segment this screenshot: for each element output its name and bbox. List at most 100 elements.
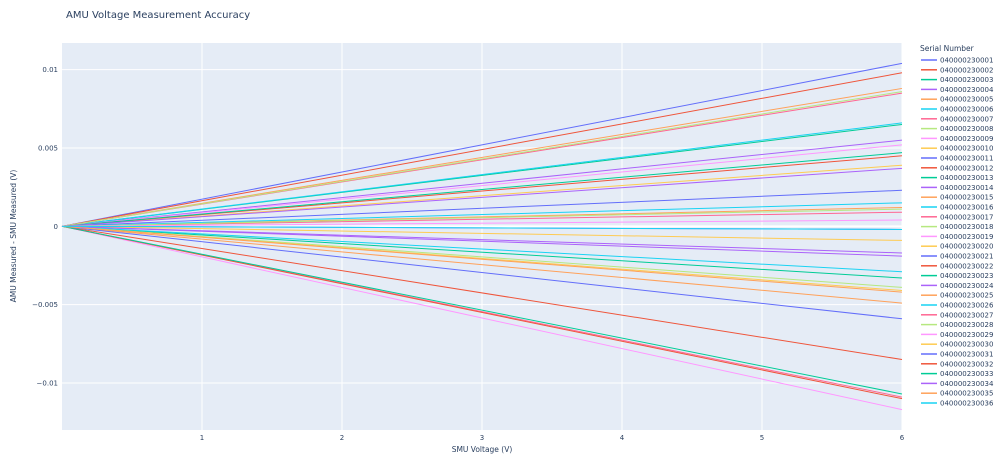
x-tick-label: 2 bbox=[340, 434, 344, 442]
x-axis-title: SMU Voltage (V) bbox=[452, 445, 513, 454]
legend-item[interactable]: 040000230007 bbox=[921, 115, 993, 123]
legend-item[interactable]: 040000230016 bbox=[921, 204, 994, 212]
legend-item[interactable]: 040000230026 bbox=[921, 302, 994, 310]
series-line bbox=[61, 225, 903, 241]
x-axis-ticks: 1 2 3 4 5 6 bbox=[200, 434, 905, 442]
legend-label: 040000230025 bbox=[940, 292, 993, 300]
legend-item[interactable]: 040000230025 bbox=[921, 292, 993, 300]
series-line bbox=[61, 225, 903, 360]
legend-item[interactable]: 040000230005 bbox=[921, 96, 993, 104]
legend-item[interactable]: 040000230020 bbox=[921, 243, 993, 251]
legend-label: 040000230006 bbox=[940, 106, 994, 114]
legend-item[interactable]: 040000230001 bbox=[921, 57, 993, 65]
chart-title: AMU Voltage Measurement Accuracy bbox=[66, 10, 250, 21]
series-line bbox=[61, 225, 903, 254]
legend-item[interactable]: 040000230034 bbox=[921, 380, 994, 388]
series-line bbox=[61, 225, 903, 304]
legend-item[interactable]: 040000230002 bbox=[921, 66, 993, 74]
legend-label: 040000230013 bbox=[940, 174, 993, 182]
legend-label: 040000230003 bbox=[940, 76, 993, 84]
y-tick-label: −0.005 bbox=[32, 301, 58, 309]
series-line bbox=[61, 225, 903, 288]
legend-item[interactable]: 040000230014 bbox=[921, 184, 994, 192]
legend-label: 040000230026 bbox=[940, 302, 994, 310]
series-line bbox=[61, 122, 903, 227]
legend-item[interactable]: 040000230015 bbox=[921, 194, 993, 202]
legend-label: 040000230021 bbox=[940, 253, 993, 261]
legend-item[interactable]: 040000230028 bbox=[921, 321, 993, 329]
legend-item[interactable]: 040000230010 bbox=[921, 145, 993, 153]
legend-item[interactable]: 040000230008 bbox=[921, 125, 993, 133]
legend-item[interactable]: 040000230022 bbox=[921, 262, 993, 270]
y-axis-title: AMU Measured - SMU Measured (V) bbox=[9, 170, 18, 303]
legend-label: 040000230004 bbox=[940, 86, 994, 94]
legend-label: 040000230036 bbox=[940, 400, 994, 408]
series-line bbox=[61, 211, 903, 227]
legend-item[interactable]: 040000230012 bbox=[921, 164, 993, 172]
series-line bbox=[61, 72, 903, 227]
legend-label: 040000230016 bbox=[940, 204, 994, 212]
series-line bbox=[61, 225, 903, 411]
legend-item[interactable]: 040000230032 bbox=[921, 360, 993, 368]
series-line bbox=[61, 208, 903, 227]
legend-item[interactable]: 040000230027 bbox=[921, 311, 993, 319]
legend-label: 040000230008 bbox=[940, 125, 993, 133]
legend-item[interactable]: 040000230004 bbox=[921, 86, 994, 94]
series-line bbox=[61, 144, 903, 227]
legend-label: 040000230009 bbox=[940, 135, 993, 143]
legend-item[interactable]: 040000230035 bbox=[921, 390, 993, 398]
legend-label: 040000230012 bbox=[940, 164, 993, 172]
legend-label: 040000230010 bbox=[940, 145, 993, 153]
legend-item[interactable]: 040000230009 bbox=[921, 135, 993, 143]
legend-label: 040000230023 bbox=[940, 272, 993, 280]
legend-item[interactable]: 040000230011 bbox=[921, 155, 993, 163]
legend-label: 040000230017 bbox=[940, 213, 993, 221]
x-tick-label: 1 bbox=[200, 434, 204, 442]
legend-label: 040000230027 bbox=[940, 311, 993, 319]
legend-label: 040000230032 bbox=[940, 360, 993, 368]
series-lines bbox=[61, 62, 903, 411]
legend-item[interactable]: 040000230019 bbox=[921, 233, 993, 241]
legend-item[interactable]: 040000230018 bbox=[921, 223, 993, 231]
legend-item[interactable]: 040000230029 bbox=[921, 331, 993, 339]
legend-item[interactable]: 040000230024 bbox=[921, 282, 994, 290]
series-line bbox=[61, 139, 903, 227]
legend-item[interactable]: 040000230036 bbox=[921, 400, 994, 408]
legend-label: 040000230020 bbox=[940, 243, 993, 251]
legend-item[interactable]: 040000230033 bbox=[921, 370, 993, 378]
series-line bbox=[61, 225, 903, 293]
series-line bbox=[61, 225, 903, 257]
legend-item[interactable]: 040000230023 bbox=[921, 272, 993, 280]
legend-label: 040000230019 bbox=[940, 233, 993, 241]
legend-label: 040000230028 bbox=[940, 321, 993, 329]
series-line bbox=[61, 225, 903, 273]
legend-item[interactable]: 040000230030 bbox=[921, 341, 993, 349]
legend-item[interactable]: 040000230006 bbox=[921, 106, 994, 114]
legend-label: 040000230002 bbox=[940, 66, 993, 74]
x-tick-label: 3 bbox=[480, 434, 484, 442]
series-line bbox=[61, 87, 903, 227]
legend-label: 040000230022 bbox=[940, 262, 993, 270]
series-line bbox=[61, 219, 903, 227]
legend-label: 040000230018 bbox=[940, 223, 993, 231]
legend-item[interactable]: 040000230003 bbox=[921, 76, 993, 84]
series-line bbox=[61, 225, 903, 400]
legend-label: 040000230015 bbox=[940, 194, 993, 202]
series-line bbox=[61, 62, 903, 227]
y-axis-ticks: −0.01 −0.005 0 0.005 0.01 bbox=[32, 66, 58, 387]
series-line bbox=[61, 225, 903, 279]
legend-title: Serial Number bbox=[920, 44, 975, 53]
legend-label: 040000230011 bbox=[940, 155, 993, 163]
legend-item[interactable]: 040000230017 bbox=[921, 213, 993, 221]
legend-label: 040000230035 bbox=[940, 390, 993, 398]
legend-item[interactable]: 040000230021 bbox=[921, 253, 993, 261]
x-tick-label: 5 bbox=[760, 434, 764, 442]
legend-item[interactable]: 040000230031 bbox=[921, 351, 993, 359]
x-tick-label: 4 bbox=[620, 434, 625, 442]
legend-item[interactable]: 040000230013 bbox=[921, 174, 993, 182]
legend-label: 040000230001 bbox=[940, 57, 993, 65]
legend-label: 040000230031 bbox=[940, 351, 993, 359]
series-line bbox=[61, 91, 903, 227]
legend-label: 040000230007 bbox=[940, 115, 993, 123]
x-tick-label: 6 bbox=[900, 434, 905, 442]
